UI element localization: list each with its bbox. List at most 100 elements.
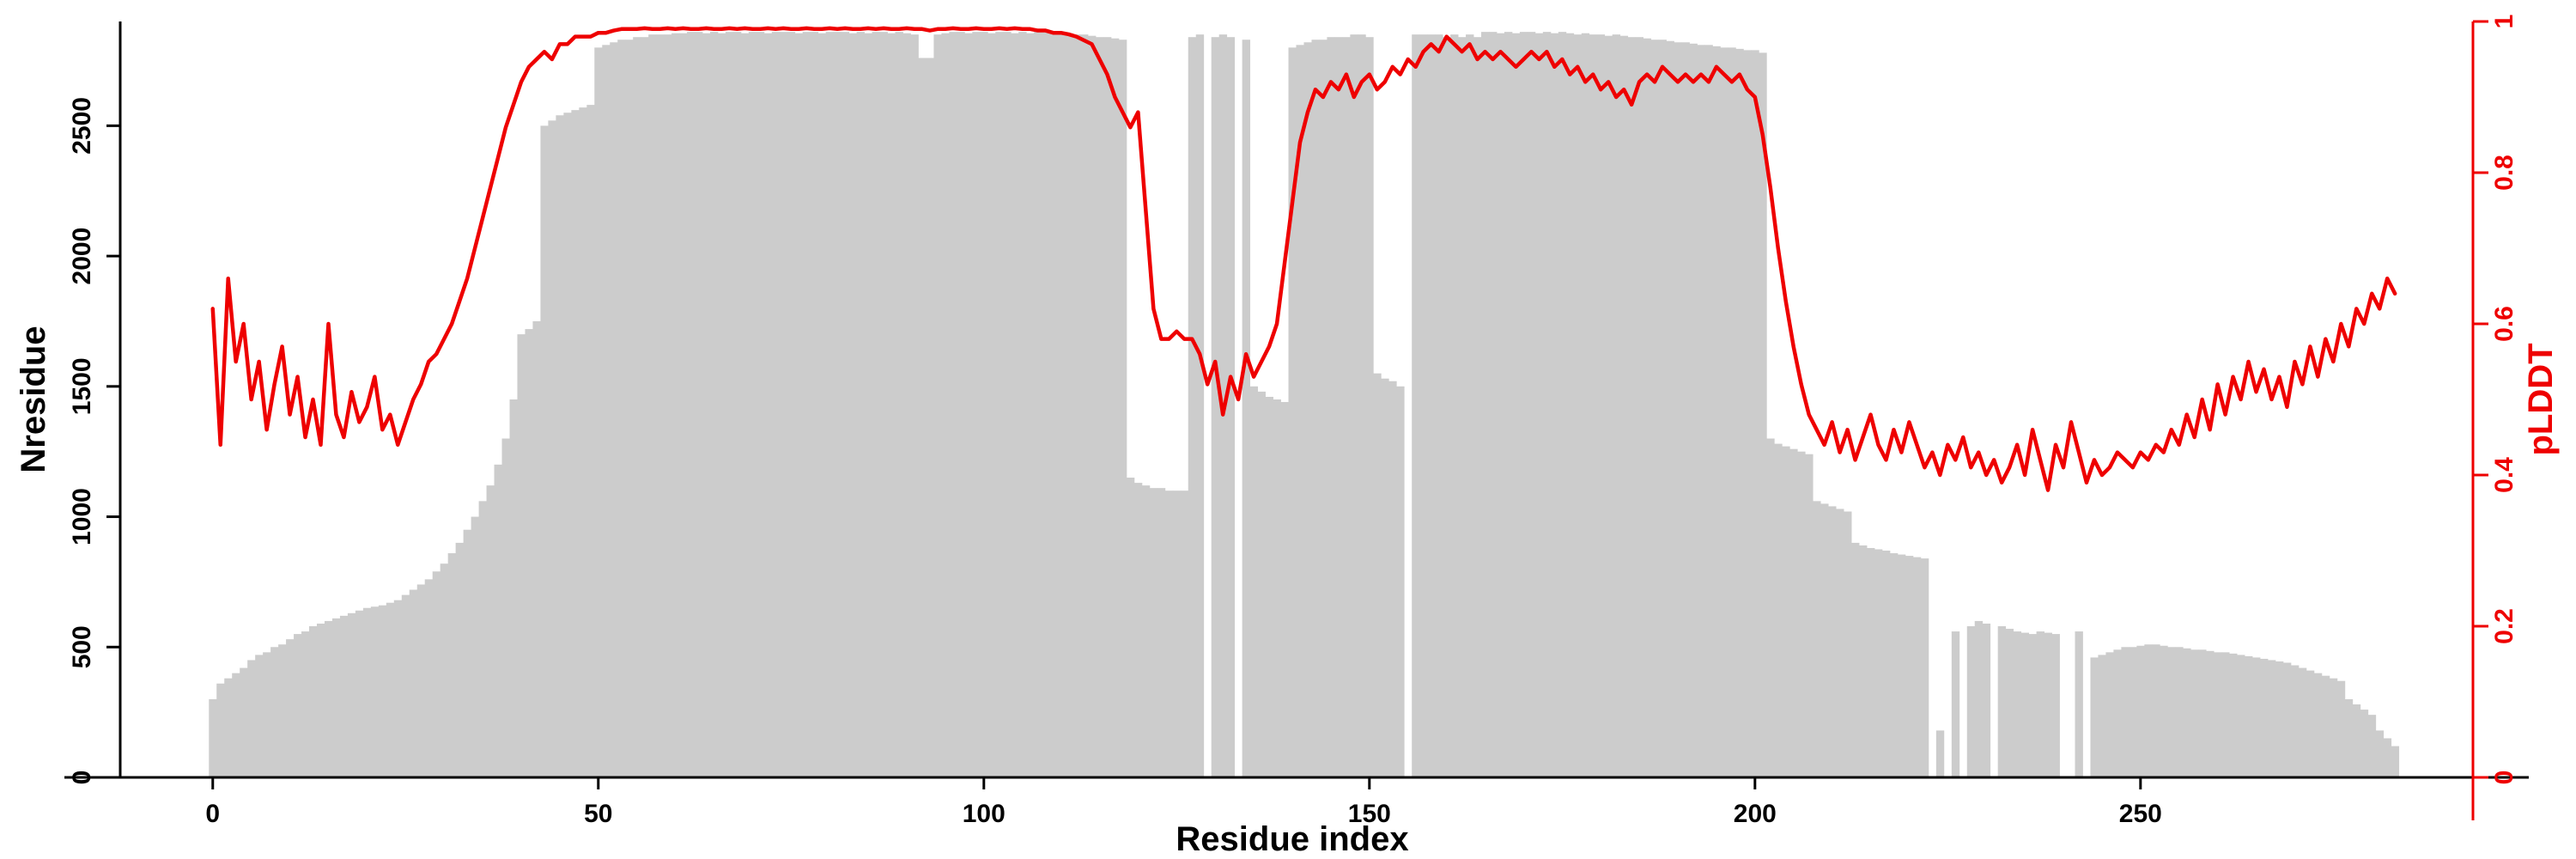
bar	[1242, 40, 1251, 778]
bar	[1596, 34, 1606, 778]
bar	[409, 589, 418, 777]
bar	[1157, 488, 1166, 777]
y-left-tick-label: 0	[68, 771, 96, 785]
bar	[802, 32, 811, 777]
y-axis-left: 0 500 1000 1500 2000 2500	[68, 21, 122, 785]
bar	[1249, 386, 1258, 777]
bar	[2229, 653, 2238, 777]
bar	[2129, 647, 2137, 777]
bar	[2183, 648, 2191, 777]
y-right-tick-label: 0.6	[2490, 306, 2518, 342]
bar	[424, 579, 434, 777]
bar	[2391, 746, 2400, 777]
bar	[1728, 47, 1736, 777]
bar	[1011, 33, 1019, 778]
bar	[833, 32, 842, 777]
bar	[1912, 557, 1922, 777]
bar	[1280, 402, 1289, 777]
bar	[1458, 37, 1467, 777]
bar	[687, 32, 696, 777]
bar	[1080, 34, 1089, 778]
bar	[949, 32, 957, 777]
bar	[270, 647, 279, 777]
bar	[1581, 33, 1590, 778]
bar	[486, 485, 495, 777]
bar	[331, 618, 341, 777]
bar	[1851, 542, 1860, 777]
x-tick-label: 100	[963, 800, 1005, 828]
bar	[370, 606, 380, 777]
bar	[2044, 632, 2052, 777]
bar	[1643, 38, 1651, 778]
bar	[2105, 652, 2114, 777]
bar	[1797, 451, 1806, 777]
bar	[1057, 32, 1066, 777]
bar	[1072, 34, 1081, 778]
bar	[563, 113, 572, 777]
bar	[933, 34, 942, 778]
bar	[1342, 37, 1351, 777]
bar	[301, 631, 310, 777]
bar	[1573, 34, 1583, 778]
bar	[2245, 655, 2253, 777]
bar	[794, 33, 804, 778]
bar	[1195, 34, 1205, 778]
bar	[1527, 32, 1536, 777]
bar	[263, 652, 271, 777]
bar	[579, 107, 587, 777]
bar	[1489, 32, 1498, 777]
bar	[517, 334, 526, 777]
bar	[1103, 37, 1112, 777]
bar	[1519, 32, 1528, 777]
y-axis-right-title: pLDDT	[2522, 343, 2560, 455]
bar	[1674, 42, 1682, 777]
bar	[895, 32, 903, 777]
bar	[957, 32, 965, 777]
bar	[556, 115, 564, 778]
bar	[1589, 34, 1598, 778]
bar	[2360, 710, 2369, 777]
bar	[810, 32, 819, 777]
bar	[1381, 378, 1389, 777]
bar	[447, 553, 457, 777]
bar	[617, 40, 626, 778]
bar	[1789, 448, 1798, 777]
bar	[294, 634, 302, 777]
y-right-tick-label: 0.4	[2490, 457, 2518, 493]
bar	[964, 33, 973, 778]
bar	[1319, 40, 1327, 778]
bar	[1373, 373, 1382, 777]
x-tick-label: 250	[2119, 800, 2162, 828]
bar	[887, 33, 896, 778]
bar	[501, 438, 510, 777]
bar	[386, 602, 395, 777]
bar	[2160, 645, 2168, 777]
x-tick-label: 200	[1734, 800, 1777, 828]
plddt-line	[210, 26, 2397, 492]
bar	[1466, 34, 1474, 778]
bar	[1110, 38, 1120, 778]
bar	[1612, 34, 1621, 778]
bar	[2198, 649, 2207, 777]
bar	[1296, 45, 1304, 778]
bar	[2336, 680, 2346, 777]
bar	[1396, 386, 1405, 777]
plddt-line-layer	[210, 26, 2397, 492]
bar	[1042, 32, 1050, 777]
bar	[1666, 40, 1674, 777]
bar	[571, 110, 580, 778]
y-left-tick-label: 500	[68, 625, 96, 668]
bar	[980, 32, 988, 777]
bar	[1712, 46, 1721, 777]
bar	[848, 33, 858, 778]
bar	[1805, 454, 1814, 777]
bar	[278, 644, 287, 777]
x-tick-label: 150	[1348, 800, 1391, 828]
y-left-tick-label: 1000	[68, 488, 96, 545]
bar	[1905, 556, 1914, 777]
bar	[910, 34, 919, 778]
bar	[455, 542, 465, 777]
bar	[1867, 547, 1875, 777]
bar	[1334, 37, 1343, 777]
